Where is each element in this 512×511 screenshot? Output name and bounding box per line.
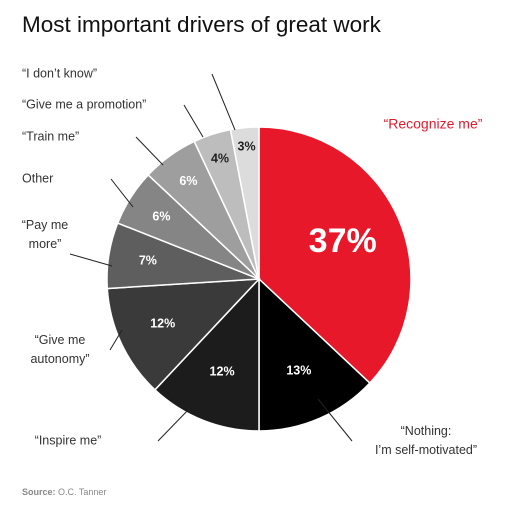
category-label: “Recognize me” xyxy=(384,116,483,132)
value-label: 13% xyxy=(286,363,311,377)
value-label: 4% xyxy=(211,151,229,165)
pie-slice-9 xyxy=(229,126,260,280)
value-label: 12% xyxy=(150,317,175,331)
pie-slice-2 xyxy=(258,277,371,432)
category-label: “I don’t know” xyxy=(22,66,97,80)
source-label: Source: xyxy=(22,487,56,497)
leader-line xyxy=(211,73,236,131)
category-label: I’m self-motivated” xyxy=(375,443,477,457)
leader-line xyxy=(135,136,164,166)
leader-line xyxy=(183,104,204,138)
pie-slice-4 xyxy=(106,278,261,391)
leader-line xyxy=(110,178,134,208)
category-label: “Inspire me” xyxy=(35,433,102,447)
category-label: “Give me a promotion” xyxy=(22,97,146,111)
value-labels: 37% 13% 12% 12% 7% 6% 6% 4% 3% xyxy=(139,140,377,379)
category-label: more” xyxy=(29,237,62,251)
value-label: 12% xyxy=(210,365,235,379)
leader-line xyxy=(109,329,123,351)
category-labels: “Recognize me” “Nothing: I’m self-motivate… xyxy=(22,66,483,457)
category-label: “Pay me xyxy=(22,218,69,232)
category-label: “Train me” xyxy=(22,129,79,143)
value-label: 37% xyxy=(309,222,377,260)
pie-slices xyxy=(106,126,412,432)
category-label: autonomy” xyxy=(30,352,89,366)
value-label: 3% xyxy=(238,140,256,154)
leader-line xyxy=(317,398,353,442)
category-label: Other xyxy=(22,171,53,185)
source-text: O.C. Tanner xyxy=(58,487,107,497)
pie-slice-1 xyxy=(258,126,412,385)
leader-lines xyxy=(69,73,353,442)
value-label: 6% xyxy=(152,209,170,223)
leader-line xyxy=(157,407,191,442)
source-note: Source: O.C. Tanner xyxy=(22,487,106,497)
category-label: “Give me xyxy=(35,333,86,347)
leader-line xyxy=(69,253,113,267)
category-label: “Nothing: xyxy=(401,424,452,438)
value-label: 7% xyxy=(139,254,157,268)
pie-slice-3 xyxy=(153,277,260,432)
value-label: 6% xyxy=(179,174,197,188)
chart-title: Most important drivers of great work xyxy=(22,12,381,37)
